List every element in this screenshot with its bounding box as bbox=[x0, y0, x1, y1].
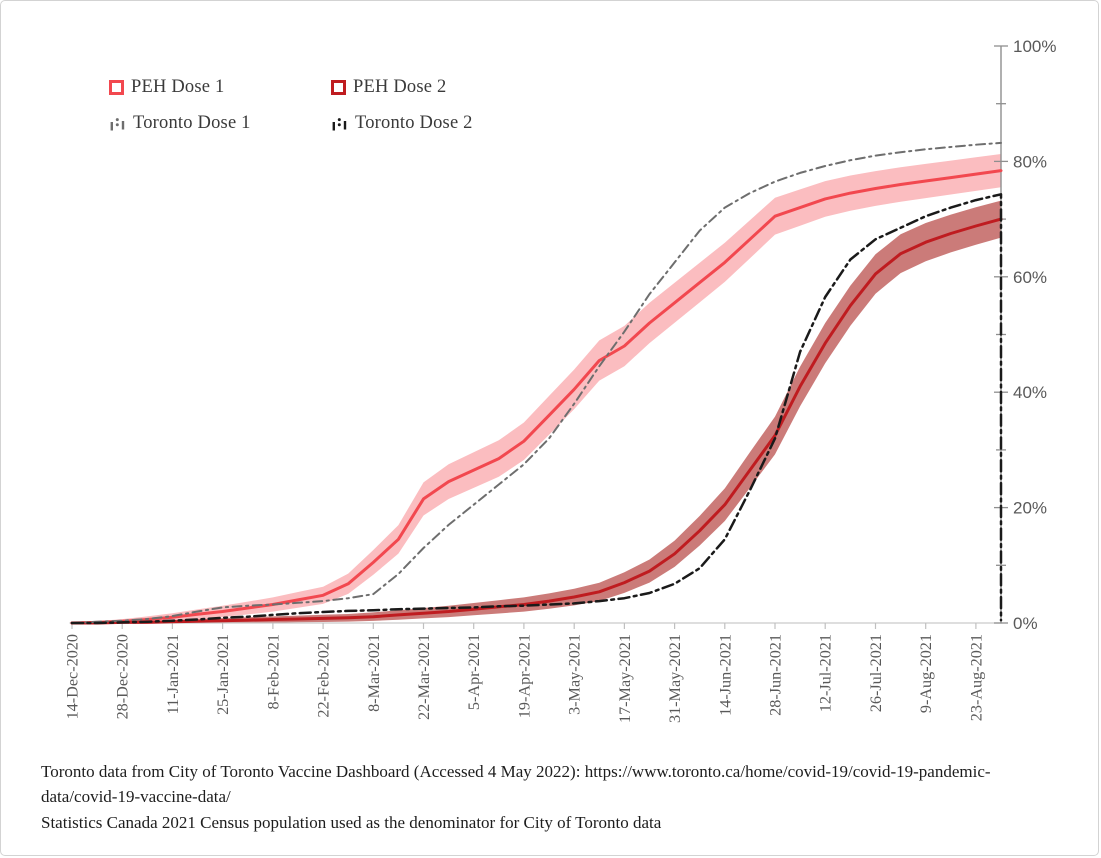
y-axis-tick-label: 40% bbox=[1013, 383, 1047, 402]
legend: PEH Dose 1 PEH Dose 2 Toronto Dose 1 Tor… bbox=[109, 77, 473, 134]
x-axis-tick-label: 3-May-2021 bbox=[566, 634, 584, 715]
peh-dose-1-marker-icon bbox=[109, 80, 124, 95]
x-axis-tick-label: 26-Jul-2021 bbox=[867, 634, 885, 712]
x-axis-tick-label: 5-Apr-2021 bbox=[465, 634, 483, 710]
x-axis-tick-label: 25-Jan-2021 bbox=[214, 634, 232, 715]
toronto-dose-1-marker-icon bbox=[110, 117, 125, 130]
peh-dose-2-ci-band bbox=[72, 200, 1001, 623]
x-axis-tick-label: 28-Jun-2021 bbox=[767, 634, 785, 716]
legend-label: PEH Dose 1 bbox=[131, 77, 225, 97]
legend-label: Toronto Dose 2 bbox=[355, 113, 473, 133]
x-axis-tick-label: 31-May-2021 bbox=[666, 634, 684, 723]
peh-dose-2-marker-icon bbox=[331, 80, 346, 95]
vaccine-coverage-chart: 14-Dec-2020 28-Dec-2020 11-Jan-2021 25-Jan-… bbox=[64, 37, 1057, 723]
x-axis-tick-label: 8-Feb-2021 bbox=[264, 634, 282, 710]
x-axis-tick-label: 23-Aug-2021 bbox=[967, 634, 985, 721]
legend-item-peh-dose-2: PEH Dose 2 bbox=[331, 77, 473, 98]
y-axis-tick-label: 100% bbox=[1013, 37, 1056, 56]
y-axis-tick-label: 20% bbox=[1013, 499, 1047, 518]
legend-item-peh-dose-1: PEH Dose 1 bbox=[109, 77, 331, 98]
toronto-dose-2-line bbox=[70, 193, 1003, 625]
peh-dose-2-line bbox=[70, 217, 1003, 625]
x-axis-tick-label: 8-Mar-2021 bbox=[365, 634, 383, 712]
x-axis-tick-label: 12-Jul-2021 bbox=[817, 634, 835, 712]
toronto-dose-1-line bbox=[71, 141, 1002, 624]
y-axis-tick-label: 80% bbox=[1013, 152, 1047, 171]
legend-item-toronto-dose-1: Toronto Dose 1 bbox=[109, 113, 331, 134]
x-axis-tick-label: 22-Mar-2021 bbox=[415, 634, 433, 720]
y-axis-tick-label: 0% bbox=[1013, 614, 1038, 633]
y-axis-tick-label: 60% bbox=[1013, 268, 1047, 287]
x-axis-tick-label: 14-Jun-2021 bbox=[716, 634, 734, 716]
peh-dose-1-line bbox=[70, 169, 1003, 625]
source-note-toronto-dashboard: Toronto data from City of Toronto Vaccin… bbox=[41, 762, 991, 806]
legend-item-toronto-dose-2: Toronto Dose 2 bbox=[331, 113, 473, 134]
source-note-census-denominator: Statistics Canada 2021 Census population… bbox=[41, 813, 662, 832]
x-axis-tick-label: 19-Apr-2021 bbox=[515, 634, 533, 718]
peh-dose-1-ci-band bbox=[72, 154, 1001, 623]
source-notes: Toronto data from City of Toronto Vaccin… bbox=[41, 759, 1057, 835]
x-axis-tick-label: 11-Jan-2021 bbox=[164, 634, 182, 714]
x-axis-tick-label: 14-Dec-2020 bbox=[64, 634, 82, 719]
legend-label: PEH Dose 2 bbox=[353, 77, 447, 97]
x-axis-tick-label: 9-Aug-2021 bbox=[917, 634, 935, 713]
toronto-dose-2-marker-icon bbox=[332, 117, 347, 130]
legend-label: Toronto Dose 1 bbox=[133, 113, 251, 133]
x-axis-tick-label: 28-Dec-2020 bbox=[114, 634, 132, 719]
x-axis-tick-label: 22-Feb-2021 bbox=[315, 634, 333, 718]
x-axis-tick-label: 17-May-2021 bbox=[616, 634, 634, 723]
